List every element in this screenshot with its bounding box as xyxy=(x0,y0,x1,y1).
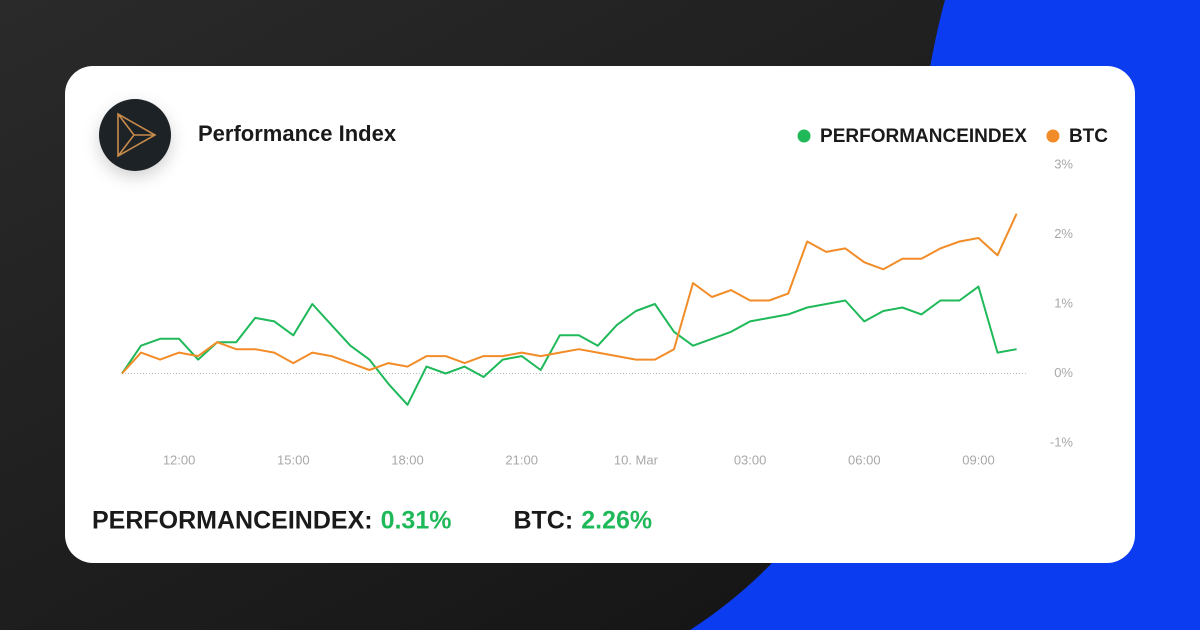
x-tick-label: 06:00 xyxy=(848,452,881,467)
y-tick-label: 2% xyxy=(1054,226,1073,241)
summary-value: 2.26% xyxy=(581,507,652,535)
y-tick-label: 1% xyxy=(1054,295,1073,310)
legend-dot xyxy=(1046,129,1060,143)
line-series xyxy=(121,213,1018,375)
y-tick-label: 3% xyxy=(1054,156,1073,171)
x-tick-label: 09:00 xyxy=(962,452,995,467)
y-tick-label: 0% xyxy=(1054,365,1073,380)
line-series xyxy=(121,285,1017,406)
x-tick-label: 12:00 xyxy=(163,452,196,467)
y-tick-label: -1% xyxy=(1050,434,1074,449)
x-tick-label: 03:00 xyxy=(734,452,767,467)
x-tick-label: 15:00 xyxy=(277,452,310,467)
legend-label: PERFORMANCEINDEX xyxy=(820,126,1027,147)
chart-title: Performance Index xyxy=(198,121,397,146)
x-tick-label: 18:00 xyxy=(391,452,424,467)
summary-label: BTC: xyxy=(513,507,573,535)
summary-value: 0.31% xyxy=(381,507,452,535)
summary-label: PERFORMANCEINDEX: xyxy=(92,507,373,535)
logo-mark xyxy=(117,112,157,158)
legend-dot xyxy=(797,129,811,143)
x-tick-label: 21:00 xyxy=(505,452,538,467)
legend-label: BTC xyxy=(1069,126,1108,147)
x-tick-label: 10. Mar xyxy=(614,452,659,467)
card xyxy=(65,66,1135,563)
